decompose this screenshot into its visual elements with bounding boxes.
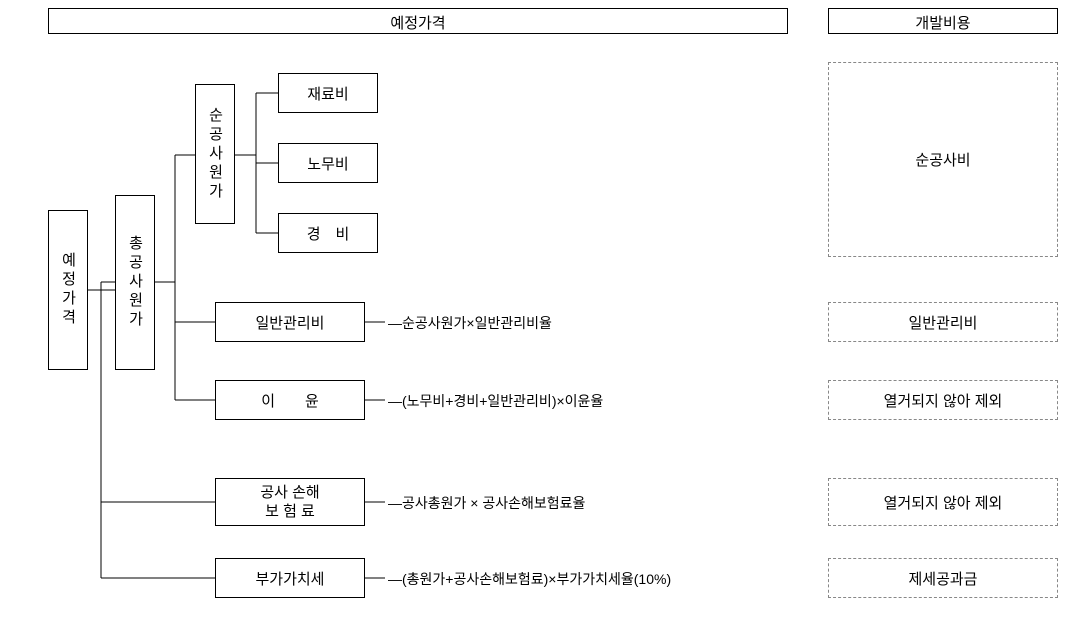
label-total-cost: 총공사원가 [125, 235, 146, 330]
formula-overhead: —순공사원가×일반관리비율 [388, 313, 552, 333]
box-expense: 경 비 [278, 213, 378, 253]
box-damage-insurance: 공사 손해 보 험 료 [215, 478, 365, 526]
rbox-pure-cost: 순공사비 [828, 62, 1058, 257]
header-left-label: 예정가격 [390, 15, 445, 32]
box-vat: 부가가치세 [215, 558, 365, 598]
label-material: 재료비 [307, 83, 348, 104]
label-pure-cost: 순공사원가 [205, 107, 226, 202]
label-vat: 부가가치세 [255, 568, 324, 589]
header-estimated-price: 예정가격 [48, 8, 788, 34]
label-labor: 노무비 [307, 153, 348, 174]
formula-insurance-text: 공사총원가 × 공사손해보험료율 [402, 495, 585, 511]
rlabel-excluded2: 열거되지 않아 제외 [884, 492, 1003, 513]
label-overhead: 일반관리비 [255, 312, 324, 333]
rbox-overhead: 일반관리비 [828, 302, 1058, 342]
box-overhead: 일반관리비 [215, 302, 365, 342]
label-expense: 경 비 [307, 223, 350, 244]
label-profit: 이 윤 [261, 390, 319, 411]
rbox-excluded-profit: 열거되지 않아 제외 [828, 380, 1058, 420]
formula-profit: —(노무비+경비+일반관리비)×이윤율 [388, 391, 603, 411]
rbox-excluded-insurance: 열거되지 않아 제외 [828, 478, 1058, 526]
rlabel-excluded1: 열거되지 않아 제외 [884, 390, 1003, 411]
label-damage-insurance: 공사 손해 보 험 료 [260, 483, 319, 522]
box-estimated-price: 예정가격 [48, 210, 88, 370]
box-pure-construction-cost: 순공사원가 [195, 84, 235, 224]
rlabel-taxes: 제세공과금 [908, 568, 977, 589]
formula-vat-text: (총원가+공사손해보험료)×부가가치세율(10%) [402, 571, 671, 587]
rbox-taxes: 제세공과금 [828, 558, 1058, 598]
header-right-label: 개발비용 [915, 15, 970, 32]
label-estimated-price: 예정가격 [58, 252, 79, 328]
box-total-construction-cost: 총공사원가 [115, 195, 155, 370]
rlabel-pure-cost: 순공사비 [915, 149, 970, 170]
formula-profit-text: (노무비+경비+일반관리비)×이윤율 [402, 393, 603, 409]
rlabel-overhead: 일반관리비 [908, 312, 977, 333]
box-labor-cost: 노무비 [278, 143, 378, 183]
formula-overhead-text: 순공사원가×일반관리비율 [402, 315, 552, 331]
formula-vat: —(총원가+공사손해보험료)×부가가치세율(10%) [388, 569, 671, 589]
box-material-cost: 재료비 [278, 73, 378, 113]
header-development-cost: 개발비용 [828, 8, 1058, 34]
formula-insurance: —공사총원가 × 공사손해보험료율 [388, 493, 585, 513]
box-profit: 이 윤 [215, 380, 365, 420]
